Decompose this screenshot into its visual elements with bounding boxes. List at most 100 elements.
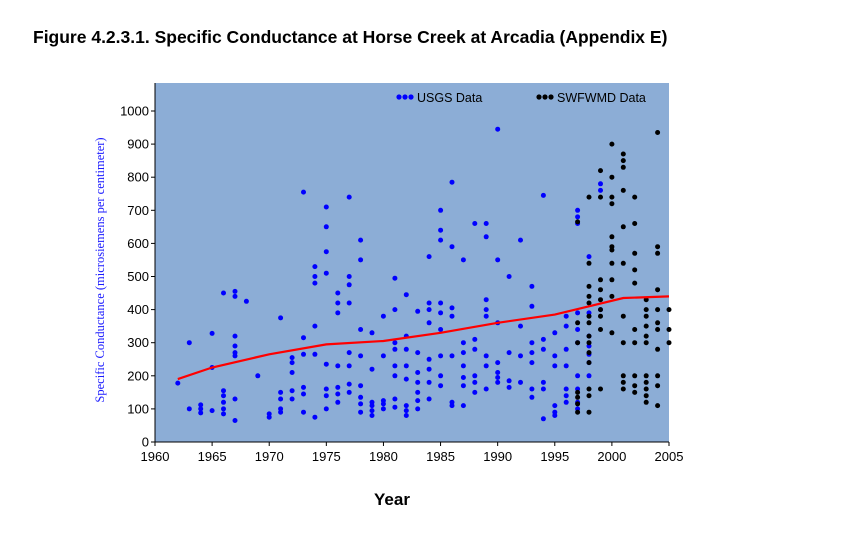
data-point — [609, 201, 615, 207]
data-point — [369, 408, 375, 414]
data-point — [312, 274, 318, 279]
data-point — [609, 247, 615, 253]
data-point — [460, 350, 466, 356]
data-point — [529, 394, 535, 400]
data-point — [335, 310, 341, 316]
y-tick-label: 1000 — [120, 104, 149, 119]
data-point — [483, 297, 489, 303]
y-tick-label: 900 — [127, 137, 149, 152]
data-point — [392, 404, 398, 410]
data-point — [563, 313, 569, 319]
y-axis-label: Specific Conductance (microsiemens per c… — [93, 137, 107, 402]
data-point — [426, 307, 432, 313]
data-point — [483, 313, 489, 319]
data-point — [620, 158, 626, 164]
data-point — [598, 194, 603, 200]
y-tick-label: 400 — [127, 302, 149, 317]
data-point — [426, 396, 432, 402]
data-point — [438, 327, 444, 332]
data-point — [575, 394, 581, 400]
data-point — [552, 413, 558, 418]
data-point — [323, 249, 329, 255]
data-point — [609, 277, 615, 283]
data-point — [655, 130, 661, 135]
data-point — [415, 398, 421, 404]
data-point — [483, 363, 489, 369]
data-point — [438, 207, 444, 213]
data-point — [438, 383, 444, 389]
data-point — [586, 386, 592, 392]
data-point — [403, 363, 409, 369]
data-point — [620, 164, 626, 170]
data-point — [563, 386, 569, 392]
data-point — [575, 409, 581, 415]
data-point — [392, 396, 398, 402]
data-point — [643, 386, 649, 392]
data-point — [586, 350, 592, 356]
legend-swfwmd-label: SWFWMD Data — [557, 91, 646, 105]
data-point — [438, 237, 444, 243]
data-point — [232, 343, 238, 349]
data-point — [358, 327, 364, 332]
data-point — [483, 221, 489, 226]
data-point — [403, 408, 409, 414]
data-point — [586, 254, 592, 260]
data-point — [655, 307, 661, 313]
legend-swfwmd-marker — [536, 94, 554, 100]
y-tick-label: 700 — [127, 203, 149, 218]
data-point — [655, 244, 661, 250]
data-point — [529, 360, 535, 366]
y-tick-label: 500 — [127, 269, 149, 284]
data-point — [540, 346, 546, 352]
data-point — [586, 293, 592, 299]
data-point — [346, 350, 352, 356]
data-point — [232, 353, 238, 359]
data-point — [301, 384, 306, 390]
data-point — [552, 363, 558, 369]
data-point — [643, 379, 649, 385]
data-point — [518, 379, 523, 385]
data-point — [540, 336, 546, 342]
data-point — [426, 320, 432, 326]
data-point — [323, 406, 329, 412]
data-point — [449, 313, 455, 319]
data-point — [495, 126, 501, 132]
data-point — [312, 351, 318, 357]
data-point — [575, 310, 581, 316]
data-point — [198, 402, 204, 408]
data-point — [243, 298, 249, 304]
data-point — [312, 264, 318, 270]
data-point — [369, 366, 375, 372]
data-point — [415, 406, 421, 412]
data-point — [449, 179, 455, 185]
data-point — [472, 379, 478, 385]
data-point — [438, 300, 444, 306]
data-point — [221, 399, 226, 405]
data-point — [655, 287, 661, 293]
data-point — [495, 360, 501, 366]
data-point — [506, 378, 512, 384]
data-point — [232, 333, 238, 339]
data-point — [586, 393, 592, 399]
data-point — [575, 373, 581, 379]
data-point — [380, 353, 386, 359]
data-point — [609, 293, 615, 299]
data-point — [380, 313, 386, 319]
data-point — [415, 379, 421, 385]
data-point — [643, 373, 649, 379]
data-point — [643, 333, 649, 339]
data-point — [620, 151, 626, 157]
data-point — [598, 327, 603, 332]
x-tick-label: 2000 — [597, 449, 626, 464]
data-point — [632, 389, 638, 395]
data-point — [575, 401, 581, 407]
data-point — [438, 373, 444, 379]
data-point — [289, 370, 295, 375]
data-point — [598, 187, 603, 193]
data-point — [323, 386, 329, 392]
data-point — [586, 300, 592, 306]
x-axis-label: Year — [374, 490, 410, 509]
data-point — [563, 399, 569, 405]
data-point — [598, 181, 603, 187]
data-point — [289, 355, 295, 361]
